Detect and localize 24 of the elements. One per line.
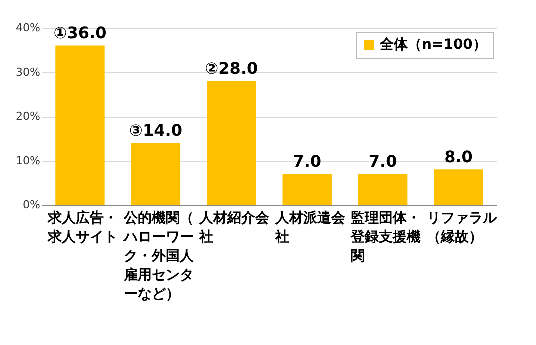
y-tick-label: 40% bbox=[16, 22, 40, 34]
x-tick-label: 人材派遣会社 bbox=[274, 210, 346, 246]
text: ②28.0 bbox=[205, 59, 258, 78]
x-tick-label: リファラル（縁故） bbox=[426, 210, 498, 246]
x-tick-label: 人材紹介会社 bbox=[198, 210, 271, 246]
x-tick-label: 監理団体・登録支援機関 bbox=[350, 210, 422, 264]
bar bbox=[282, 174, 332, 205]
text: 7.0 bbox=[368, 152, 398, 172]
bar bbox=[131, 143, 181, 205]
text: 8.0 bbox=[444, 148, 473, 167]
y-tick-label: 10% bbox=[16, 154, 40, 168]
y-tick-label: 0% bbox=[23, 198, 40, 212]
bar bbox=[207, 81, 256, 205]
y-tick-label: 30% bbox=[16, 66, 40, 79]
text: 7.0 bbox=[293, 152, 322, 172]
bar bbox=[56, 46, 105, 205]
y-tick-label: 20% bbox=[16, 110, 40, 123]
x-tick-label: 公的機関（ハローワーク・外国人雇用センターなど） bbox=[122, 210, 195, 302]
text: ③14.0 bbox=[129, 121, 182, 140]
bar bbox=[358, 174, 408, 205]
text: ①36.0 bbox=[54, 24, 107, 43]
x-tick-label: 求人広告・求人サイト bbox=[47, 210, 118, 246]
legend-label: 全体（n=100） bbox=[379, 37, 487, 53]
bar bbox=[434, 170, 484, 205]
